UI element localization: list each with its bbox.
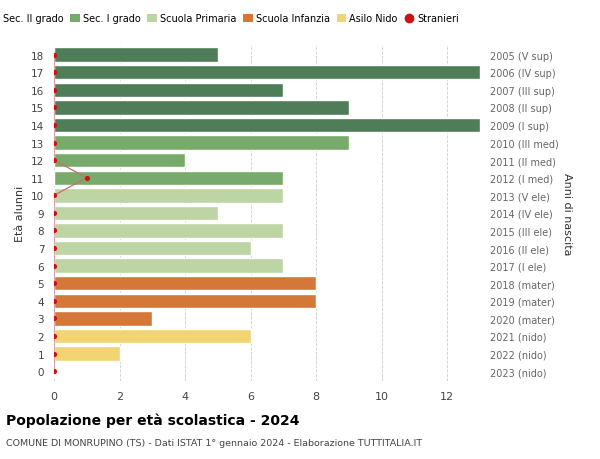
Point (49, 280, 59, 287)
Point (49, 140, 59, 147)
Point (49, 192, 59, 200)
Bar (54, 259, 283, 273)
Y-axis label: Età alunni: Età alunni (16, 185, 25, 241)
Point (49, 122, 59, 129)
Point (49, 368, 59, 375)
Point (49, 263, 59, 270)
Y-axis label: Anni di nascita: Anni di nascita (562, 172, 572, 255)
Point (49, 350, 59, 358)
Point (49, 245, 59, 252)
Bar (54, 101, 349, 115)
Bar (54, 66, 480, 80)
Point (49, 105, 59, 112)
Point (49, 87, 59, 94)
Bar (54, 224, 283, 238)
Legend: Sec. II grado, Sec. I grado, Scuola Primaria, Scuola Infanzia, Asilo Nido, Stran: Sec. II grado, Sec. I grado, Scuola Prim… (0, 11, 463, 28)
Bar (54, 189, 283, 203)
Point (49, 157, 59, 164)
Bar (54, 171, 283, 185)
Bar (54, 241, 251, 256)
Point (49, 297, 59, 305)
Bar (54, 118, 480, 133)
Point (49, 52, 59, 59)
Text: Popolazione per età scolastica - 2024: Popolazione per età scolastica - 2024 (6, 413, 299, 428)
Bar (54, 84, 283, 98)
Point (49, 210, 59, 217)
Bar (54, 154, 185, 168)
Bar (54, 206, 218, 221)
Bar (54, 329, 251, 343)
Point (49, 227, 59, 235)
Bar (54, 294, 316, 308)
Point (49, 315, 59, 322)
Bar (54, 48, 218, 63)
Bar (54, 312, 152, 326)
Point (49, 69, 59, 77)
Bar (54, 276, 316, 291)
Bar (54, 347, 119, 361)
Point (49, 333, 59, 340)
Point (82, 175, 92, 182)
Bar (54, 136, 349, 151)
Text: COMUNE DI MONRUPINO (TS) - Dati ISTAT 1° gennaio 2024 - Elaborazione TUTTITALIA.: COMUNE DI MONRUPINO (TS) - Dati ISTAT 1°… (6, 438, 422, 448)
